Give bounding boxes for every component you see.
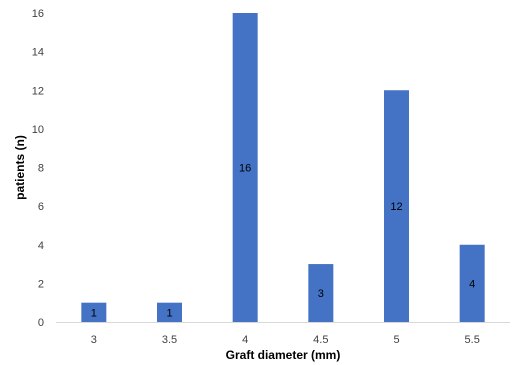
y-tick-label: 6 bbox=[38, 201, 44, 213]
data-labels: 1 1 16 3 12 4 bbox=[91, 163, 475, 320]
y-tick-label: 2 bbox=[38, 278, 44, 290]
y-axis-ticks: 0 2 4 6 8 10 12 14 16 bbox=[32, 8, 44, 329]
x-tick-label: 3.5 bbox=[162, 334, 177, 346]
data-label-3: 1 bbox=[91, 307, 97, 319]
bar-series bbox=[81, 13, 485, 322]
y-tick-label: 14 bbox=[32, 47, 44, 59]
data-label-3.5: 1 bbox=[166, 307, 172, 319]
bar-5.5 bbox=[459, 244, 485, 322]
bar-5 bbox=[384, 90, 409, 322]
y-tick-label: 10 bbox=[32, 124, 44, 136]
data-label-5.5: 4 bbox=[469, 278, 475, 290]
bar-3 bbox=[81, 302, 107, 322]
y-tick-label: 0 bbox=[38, 317, 44, 329]
data-label-4.5: 3 bbox=[318, 288, 324, 300]
data-label-5: 12 bbox=[390, 201, 402, 213]
bar-4 bbox=[232, 13, 258, 322]
x-tick-label: 4 bbox=[242, 334, 248, 346]
x-axis-title: Graft diameter (mm) bbox=[226, 348, 341, 362]
x-tick-label: 4.5 bbox=[313, 334, 328, 346]
x-axis-ticks: 3 3.5 4 4.5 5 5.5 bbox=[91, 334, 480, 346]
bar-3.5 bbox=[157, 302, 182, 322]
data-label-4: 16 bbox=[239, 163, 251, 175]
y-tick-label: 4 bbox=[38, 240, 44, 252]
x-tick-label: 5.5 bbox=[465, 334, 480, 346]
y-tick-label: 16 bbox=[32, 8, 44, 20]
bar-4.5 bbox=[308, 264, 334, 322]
y-tick-label: 12 bbox=[32, 85, 44, 97]
x-tick-label: 5 bbox=[393, 334, 399, 346]
y-tick-label: 8 bbox=[38, 163, 44, 175]
x-tick-label: 3 bbox=[91, 334, 97, 346]
y-axis-title: patients (n) bbox=[13, 135, 27, 200]
